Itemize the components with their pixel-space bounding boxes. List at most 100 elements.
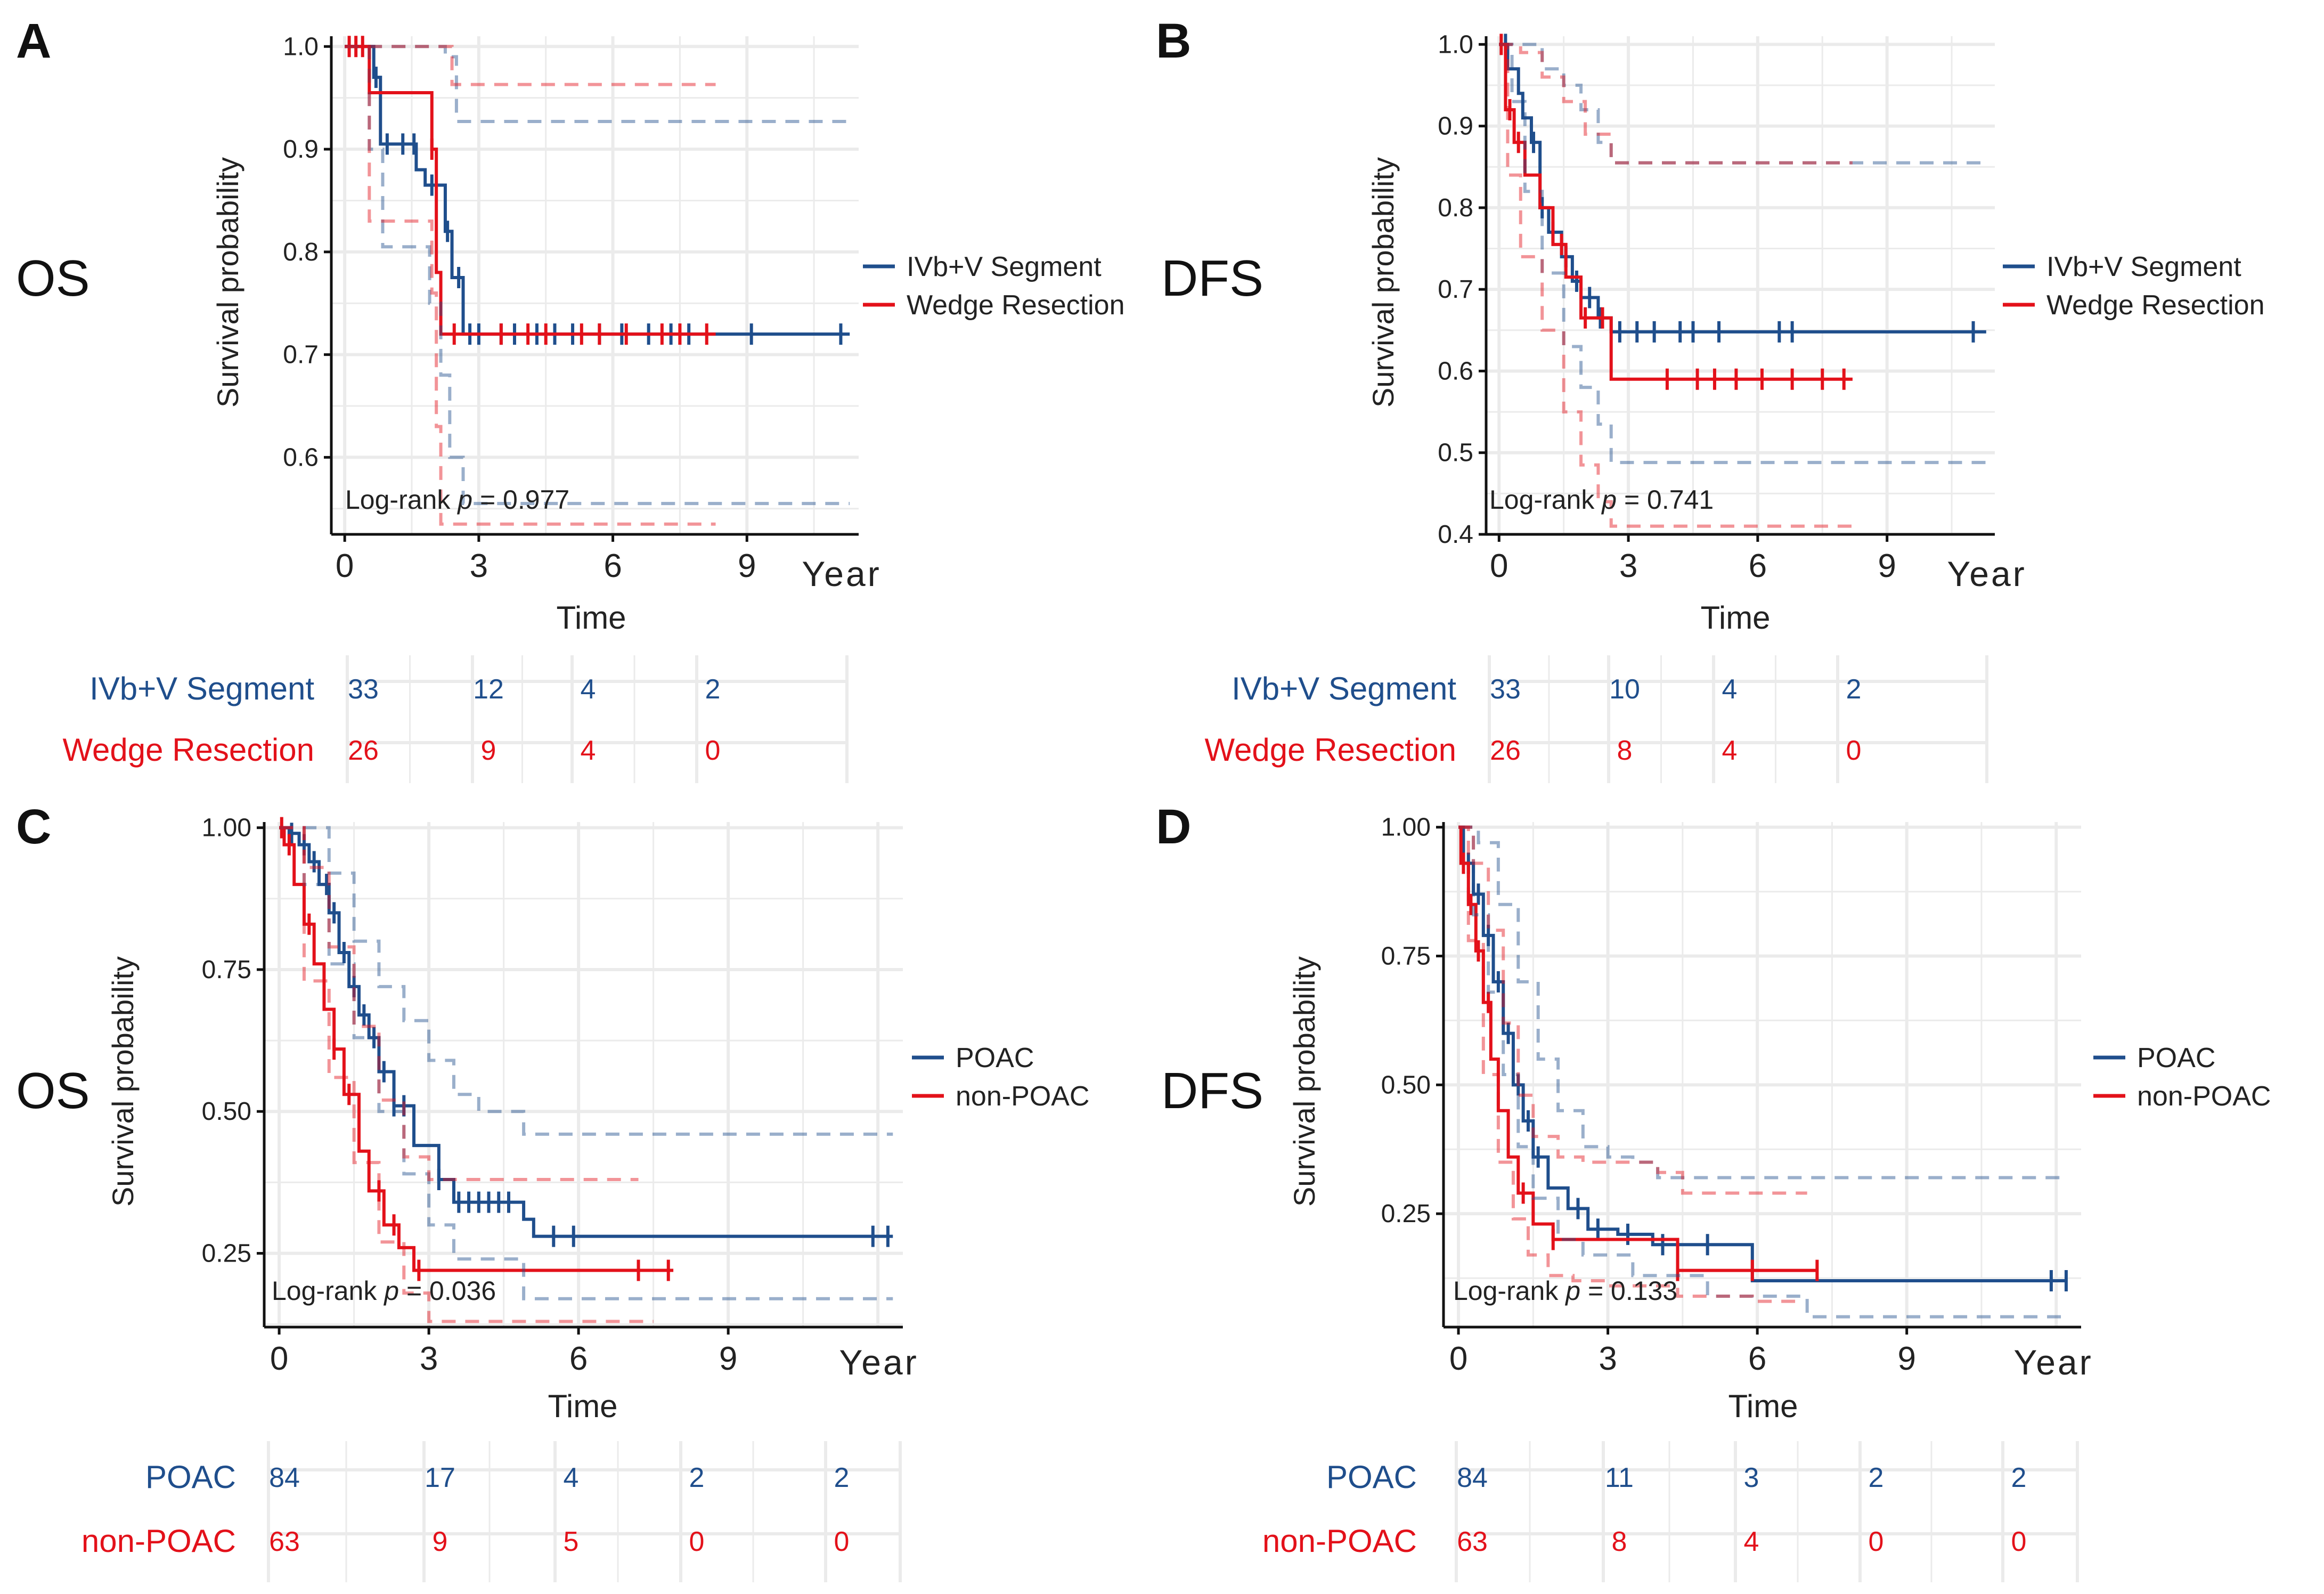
logrank-annotation: Log-rank p = 0.741 (1489, 485, 1714, 515)
risk-table-cell: 4 (1722, 735, 1738, 766)
risk-table-cell: 84 (1457, 1462, 1488, 1493)
risk-table-cell: 0 (1846, 735, 1862, 766)
x-tick-label: 0 (1490, 548, 1508, 584)
legend: IVb+V Segment Wedge Resection (2003, 251, 2265, 321)
risk-table-cell: 12 (473, 674, 504, 705)
risk-table-cell: 11 (1605, 1462, 1634, 1493)
y-axis-title: Survival probability (1366, 157, 1400, 408)
risk-table-cell: 0 (2011, 1526, 2027, 1557)
logrank-annotation: Log-rank p = 0.977 (345, 485, 569, 515)
ci-band-line (1458, 825, 2066, 1180)
plot-grid (264, 822, 903, 1327)
risk-table-cell: 4 (1722, 674, 1738, 705)
y-tick-label: 0.6 (283, 443, 319, 471)
risk-table-cell: 84 (269, 1462, 300, 1493)
logrank-label: Log-rank (1453, 1276, 1565, 1306)
y-tick-label: 0.25 (202, 1240, 251, 1268)
year-label: Year (2013, 1343, 2093, 1382)
ci-band-line (345, 45, 850, 506)
series-group (279, 817, 893, 1323)
risk-table-row-label: IVb+V Segment (89, 671, 314, 706)
y-axis-title: Survival probability (106, 956, 140, 1207)
risk-table-row-label: Wedge Resection (63, 732, 315, 768)
legend-label: Wedge Resection (907, 290, 1125, 321)
y-tick-label: 0.6 (1438, 357, 1473, 385)
endpoint-label: OS (16, 250, 90, 307)
risk-table-cell: 9 (481, 735, 496, 766)
legend-label: POAC (2137, 1043, 2215, 1073)
risk-table-cell: 17 (425, 1462, 455, 1493)
x-tick-label: 9 (1878, 548, 1896, 584)
p-value: = 0.741 (1617, 485, 1714, 515)
panel-letter: A (16, 14, 51, 68)
ci-band-line (1499, 43, 1986, 465)
risk-table: IVb+V Segment 33 10 4 2 Wedge Resection 26 8 4 0 (1205, 655, 1988, 783)
ci-band-line (279, 826, 639, 1182)
legend: IVb+V Segment Wedge Resection (863, 251, 1125, 321)
y-tick-label: 1.0 (1438, 30, 1473, 59)
risk-table-cell: 33 (1490, 674, 1521, 705)
y-tick-label: 1.00 (202, 814, 251, 842)
panel-B: 0.4 0.5 0.6 0.7 0.8 0.9 1.0 0 3 6 9 Year Time Surviva… (1156, 14, 2265, 783)
p-value: = 0.977 (472, 485, 569, 515)
y-tick-label: 1.00 (1381, 814, 1431, 842)
risk-table-cell: 33 (348, 674, 379, 705)
risk-table-cell: 2 (2011, 1462, 2027, 1493)
risk-table-cell: 4 (581, 735, 596, 766)
series-group (1458, 825, 2068, 1319)
risk-table-row-label: IVb+V Segment (1232, 671, 1456, 706)
y-tick-label: 0.8 (1438, 194, 1473, 222)
panel-letter: B (1156, 14, 1191, 68)
risk-table-cell: 2 (1846, 674, 1862, 705)
risk-table-row-label: POAC (145, 1459, 236, 1495)
y-tick-label: 0.7 (1438, 275, 1473, 304)
legend-label: IVb+V Segment (2046, 251, 2241, 282)
ci-band-line (345, 45, 716, 526)
series-group (345, 36, 850, 526)
ci-band-line (1458, 825, 1807, 1195)
y-tick-label: 0.9 (283, 135, 319, 164)
y-tick-label: 0.9 (1438, 112, 1473, 141)
legend: POAC non-POAC (2093, 1043, 2271, 1112)
ci-band-line (279, 826, 893, 1300)
p-value: = 0.036 (399, 1276, 496, 1306)
risk-table-cell: 5 (564, 1526, 579, 1557)
y-tick-label: 0.50 (202, 1097, 251, 1126)
risk-table-cell: 8 (1612, 1526, 1627, 1557)
risk-table-cell: 10 (1609, 674, 1640, 705)
ci-band-line (345, 45, 716, 86)
survival-curve-poac (279, 826, 893, 1238)
x-tick-label: 6 (569, 1340, 588, 1377)
x-tick-label: 3 (470, 548, 488, 584)
risk-table-cell: 9 (433, 1526, 448, 1557)
risk-table: POAC 84 17 4 2 2 non-POAC 63 9 5 0 0 (81, 1441, 902, 1582)
risk-table-cell: 4 (564, 1462, 579, 1493)
risk-table-cell: 4 (1744, 1526, 1759, 1557)
risk-table-cell: 0 (689, 1526, 705, 1557)
endpoint-label: DFS (1161, 250, 1263, 307)
p-symbol: p (1564, 1276, 1580, 1306)
x-tick-label: 0 (270, 1340, 288, 1377)
logrank-label: Log-rank (272, 1276, 384, 1306)
panel-letter: C (16, 800, 51, 854)
x-axis-title: Time (556, 600, 626, 636)
x-tick-label: 6 (1748, 1340, 1766, 1377)
risk-table-cell: 2 (834, 1462, 850, 1493)
risk-table-row-label: non-POAC (81, 1523, 236, 1559)
ci-band-line (1458, 825, 2066, 1319)
survival-curve-non-poac (279, 826, 674, 1272)
year-label: Year (839, 1343, 918, 1382)
panel-letter: D (1156, 800, 1191, 854)
x-tick-label: 6 (1749, 548, 1767, 584)
logrank-annotation: Log-rank p = 0.133 (1453, 1276, 1677, 1306)
risk-table-row-label: non-POAC (1262, 1523, 1417, 1559)
y-axis-title: Survival probability (1287, 956, 1321, 1207)
plot-grid (1444, 822, 2081, 1327)
x-tick-label: 9 (719, 1340, 737, 1377)
panel-A: 0.6 0.7 0.8 0.9 1.0 0 3 6 9 Year Time Survival prob… (16, 14, 1125, 783)
panel-C: 0.25 0.50 0.75 1.00 0 3 6 9 Year Time Survival pro… (16, 800, 1089, 1582)
logrank-label: Log-rank (345, 485, 458, 515)
risk-table: IVb+V Segment 33 12 4 2 Wedge Resection 26 9 4 0 (63, 655, 849, 783)
y-tick-label: 0.7 (283, 341, 319, 369)
